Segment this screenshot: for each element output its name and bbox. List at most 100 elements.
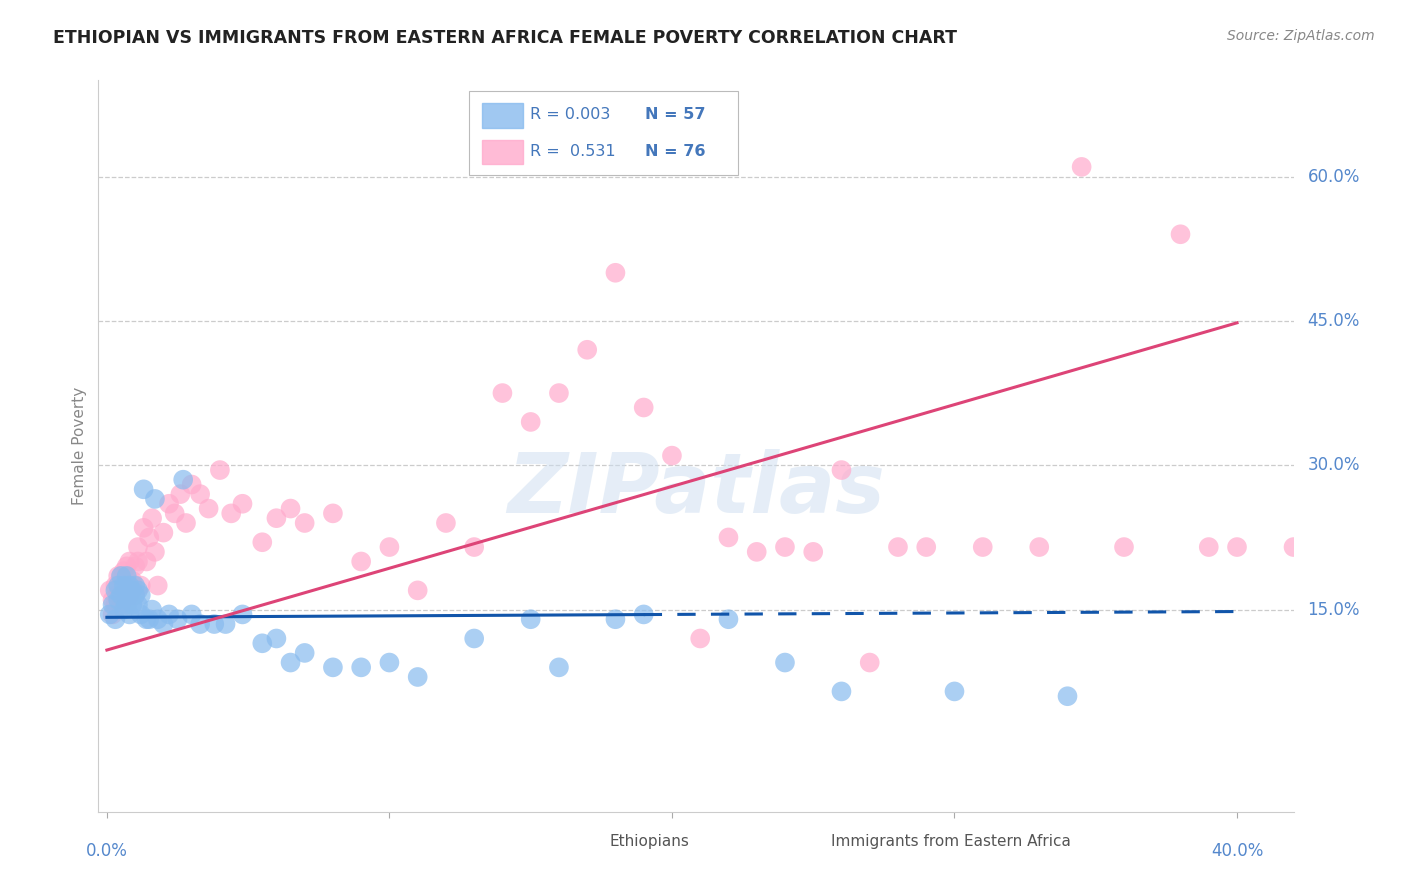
Point: [605, 266, 627, 280]
Point: [152, 617, 174, 632]
Point: [605, 612, 627, 626]
Point: [98, 607, 121, 622]
Point: [1070, 160, 1092, 174]
Point: [717, 530, 740, 544]
Point: [830, 463, 852, 477]
Point: [141, 602, 163, 616]
Point: [350, 554, 373, 568]
Point: [1056, 690, 1078, 704]
Point: [115, 598, 138, 612]
Text: R =  0.531: R = 0.531: [530, 145, 616, 160]
Point: [101, 607, 124, 622]
Point: [107, 569, 129, 583]
Point: [717, 612, 740, 626]
Point: [129, 578, 152, 592]
Point: [124, 559, 146, 574]
Point: [231, 497, 253, 511]
Point: [231, 607, 253, 622]
Point: [110, 588, 132, 602]
Point: [115, 588, 138, 602]
Text: Source: ZipAtlas.com: Source: ZipAtlas.com: [1227, 29, 1375, 43]
Point: [519, 415, 541, 429]
Point: [101, 593, 124, 607]
Point: [519, 612, 541, 626]
Point: [491, 386, 513, 401]
Point: [121, 578, 143, 592]
Point: [280, 656, 302, 670]
Point: [118, 607, 141, 622]
Point: [127, 583, 149, 598]
FancyBboxPatch shape: [482, 103, 523, 128]
Point: [98, 583, 121, 598]
Text: ETHIOPIAN VS IMMIGRANTS FROM EASTERN AFRICA FEMALE POVERTY CORRELATION CHART: ETHIOPIAN VS IMMIGRANTS FROM EASTERN AFR…: [53, 29, 957, 46]
Point: [1282, 540, 1305, 554]
Point: [801, 545, 824, 559]
Point: [280, 501, 302, 516]
Point: [689, 632, 711, 646]
Point: [1339, 540, 1361, 554]
Point: [146, 578, 169, 592]
Point: [121, 583, 143, 598]
Point: [434, 516, 457, 530]
Point: [112, 602, 135, 616]
Point: [252, 535, 274, 549]
Point: [197, 501, 219, 516]
Point: [576, 343, 599, 357]
Point: [124, 588, 146, 602]
Point: [121, 598, 143, 612]
Point: [118, 588, 141, 602]
Point: [188, 617, 211, 632]
Point: [633, 401, 655, 415]
Point: [1028, 540, 1050, 554]
Point: [463, 632, 485, 646]
Point: [104, 612, 127, 626]
Text: 45.0%: 45.0%: [1308, 312, 1360, 330]
Point: [138, 612, 160, 626]
Point: [124, 588, 146, 602]
Point: [322, 660, 344, 674]
Text: 15.0%: 15.0%: [1308, 600, 1360, 619]
Point: [915, 540, 938, 554]
Point: [132, 521, 155, 535]
Point: [127, 554, 149, 568]
Point: [157, 607, 180, 622]
Point: [1112, 540, 1135, 554]
Point: [406, 670, 429, 684]
Point: [1170, 227, 1192, 242]
Text: 0.0%: 0.0%: [86, 842, 128, 860]
Point: [118, 593, 141, 607]
Point: [110, 598, 132, 612]
Point: [143, 545, 166, 559]
Point: [143, 491, 166, 506]
Point: [138, 530, 160, 544]
Point: [773, 540, 796, 554]
Point: [129, 607, 152, 622]
Point: [127, 598, 149, 612]
Text: Immigrants from Eastern Africa: Immigrants from Eastern Africa: [831, 834, 1071, 849]
Point: [115, 559, 138, 574]
Text: R = 0.003: R = 0.003: [530, 107, 610, 122]
Point: [135, 612, 157, 626]
Point: [294, 516, 316, 530]
Point: [146, 612, 169, 626]
Point: [107, 593, 129, 607]
Point: [266, 632, 288, 646]
Point: [174, 516, 197, 530]
Text: N = 57: N = 57: [644, 107, 704, 122]
Point: [202, 617, 225, 632]
Point: [378, 656, 401, 670]
Point: [135, 554, 157, 568]
Point: [943, 684, 966, 698]
Point: [1226, 540, 1249, 554]
Point: [115, 569, 138, 583]
Point: [859, 656, 882, 670]
Point: [101, 598, 124, 612]
Point: [1395, 540, 1406, 554]
Text: 60.0%: 60.0%: [1308, 168, 1360, 186]
Point: [163, 507, 186, 521]
Point: [180, 607, 202, 622]
Point: [350, 660, 373, 674]
Point: [152, 525, 174, 540]
Point: [172, 473, 194, 487]
Point: [1198, 540, 1220, 554]
